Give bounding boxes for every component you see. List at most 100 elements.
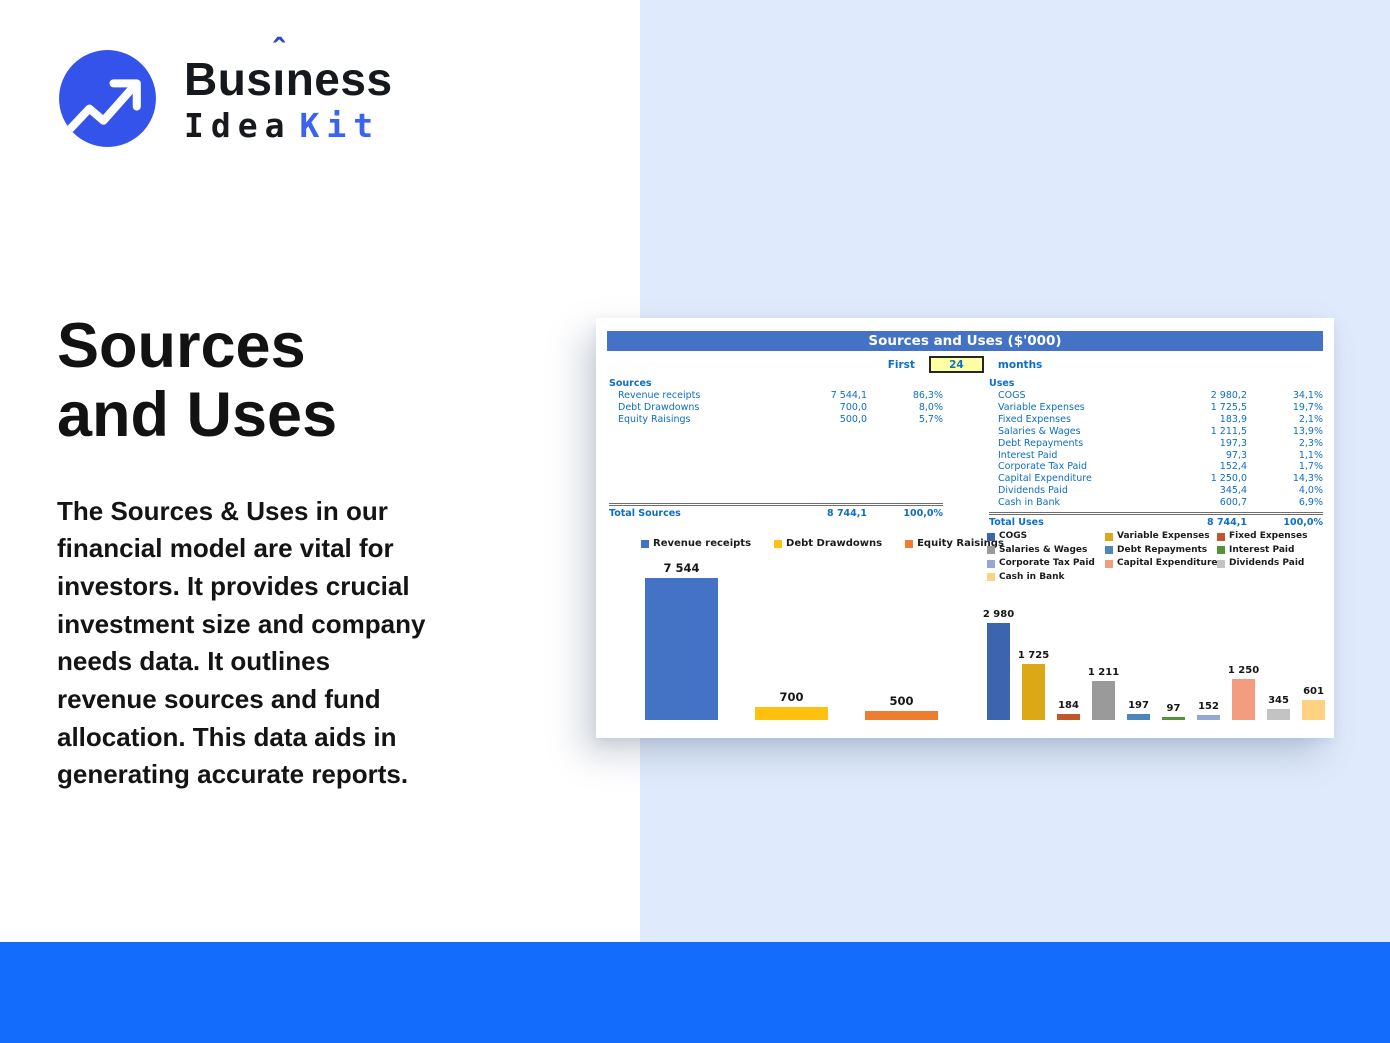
- uses-table-header: Uses: [989, 378, 1015, 389]
- period-prefix-label: First: [887, 358, 915, 371]
- legend-label: Corporate Tax Paid: [999, 558, 1095, 568]
- bar: [1162, 717, 1185, 720]
- table-row: Revenue receipts 7 544,1 86,3%: [618, 390, 943, 401]
- legend-swatch-icon: [1217, 546, 1225, 555]
- legend-label: Fixed Expenses: [1229, 531, 1308, 541]
- bar-value-label: 97: [1166, 703, 1181, 714]
- bar: [1197, 715, 1220, 720]
- bottom-blue-bar: [0, 942, 1390, 1043]
- sources-chart-bars: 7 544 700 500: [645, 549, 938, 720]
- sources-uses-tables: Sources Revenue receipts 7 544,1 86,3% Debt…: [609, 377, 1323, 528]
- bar-value-label: 1 250: [1227, 665, 1260, 676]
- period-selector-row: First 24 months: [596, 356, 1334, 373]
- period-value: 24: [949, 358, 964, 371]
- total-sources-row: Total Sources 8 744,1 100,0%: [609, 503, 943, 520]
- legend-item: Dividends Paid: [1217, 557, 1325, 571]
- spreadsheet-screenshot-panel: Sources and Uses ($'000) First 24 months…: [596, 318, 1334, 738]
- legend-swatch-icon: [774, 539, 783, 548]
- table-row: Interest Paid 97,3 1,1%: [998, 449, 1323, 461]
- bar-value-label: 7 544: [663, 561, 700, 575]
- legend-label: Equity Raisings: [917, 538, 1004, 549]
- bar-value-label: 152: [1198, 701, 1219, 712]
- sheet-title-bar: Sources and Uses ($'000): [607, 331, 1323, 351]
- legend-label: Revenue receipts: [653, 538, 752, 549]
- trend-up-chart-icon: [55, 46, 160, 151]
- legend-label: Interest Paid: [1229, 544, 1295, 555]
- legend-swatch-icon: [1105, 532, 1113, 541]
- bar-cell: 184: [1057, 700, 1080, 720]
- legend-label: COGS: [999, 531, 1028, 541]
- bar-cell: 7 544: [645, 561, 718, 720]
- table-row: Debt Drawdowns 700,0 8,0%: [618, 401, 943, 413]
- legend-item: Debt Drawdowns: [774, 538, 882, 549]
- sources-table: Sources Revenue receipts 7 544,1 86,3% Debt…: [609, 377, 943, 520]
- bar-value-label: 700: [779, 690, 804, 704]
- sources-table-rows: Revenue receipts 7 544,1 86,3% Debt Drawdow…: [609, 390, 943, 426]
- table-row: Cash in Bank 600,7 6,9%: [998, 497, 1323, 509]
- bar-value-label: 601: [1303, 686, 1324, 697]
- bar-cell: 1 725: [1018, 650, 1049, 720]
- sources-chart-legend: Revenue receipts Debt Drawdowns Equity Rai…: [641, 538, 1004, 549]
- bar: [1267, 709, 1290, 720]
- legend-swatch-icon: [1217, 559, 1225, 568]
- table-row: Dividends Paid 345,4 4,0%: [998, 485, 1323, 497]
- table-row: COGS 2 980,2 34,1%: [998, 390, 1323, 401]
- bar-cell: 2 980: [983, 609, 1014, 720]
- legend-item: Cash in Bank: [987, 571, 1105, 585]
- brand-word-business: Busı ˆ ness: [184, 33, 393, 105]
- bar: [987, 623, 1010, 720]
- period-suffix-label: months: [997, 358, 1043, 371]
- bar: [865, 711, 938, 720]
- legend-swatch-icon: [1105, 546, 1113, 555]
- period-input-cell[interactable]: 24: [928, 356, 984, 373]
- bar: [645, 578, 718, 720]
- bar: [1092, 681, 1115, 720]
- sources-bar-chart: Revenue receipts Debt Drawdowns Equity Rai…: [625, 530, 1004, 720]
- bar: [1022, 664, 1045, 720]
- bar-value-label: 197: [1128, 700, 1149, 711]
- brand-word-idea-kit: Idea Kit: [184, 105, 381, 145]
- legend-label: Capital Expenditure: [1117, 558, 1218, 568]
- bar-cell: 1 250: [1228, 665, 1259, 720]
- bar-value-label: 2 980: [982, 609, 1015, 620]
- bar-value-label: 1 725: [1017, 650, 1050, 661]
- bar-cell: 97: [1162, 703, 1185, 720]
- bar-cell: 1 211: [1088, 667, 1119, 720]
- bar: [1057, 714, 1080, 720]
- legend-swatch-icon: [987, 546, 995, 555]
- bar: [1127, 714, 1150, 720]
- bar-cell: 152: [1197, 701, 1220, 720]
- hero-section: Sources and Uses The Sources & Uses in o…: [57, 311, 527, 794]
- bar-value-label: 345: [1268, 695, 1289, 706]
- page-description: The Sources & Uses in our financial mode…: [57, 495, 426, 790]
- uses-bar-chart: COGS Variable Expenses Fixed Expenses Salar…: [983, 530, 1325, 720]
- legend-item: COGS: [987, 530, 1105, 544]
- legend-item: Variable Expenses: [1105, 530, 1217, 544]
- legend-label: Debt Repayments: [1117, 544, 1208, 555]
- total-uses-row: Total Uses 8 744,1 100,0%: [989, 512, 1323, 529]
- legend-swatch-icon: [641, 539, 649, 548]
- bar-cell: 601: [1302, 686, 1325, 720]
- legend-label: Variable Expenses: [1117, 531, 1210, 541]
- table-row: Capital Expenditure 1 250,0 14,3%: [998, 473, 1323, 485]
- legend-item: Capital Expenditure: [1105, 557, 1218, 571]
- bar-cell: 700: [755, 690, 828, 720]
- legend-swatch-icon: [1105, 559, 1113, 568]
- page-title: Sources and Uses: [57, 311, 338, 451]
- uses-chart-legend: COGS Variable Expenses Fixed Expenses Salar…: [987, 530, 1325, 584]
- table-row: Debt Repayments 197,3 2,3%: [998, 437, 1323, 449]
- brand-logo[interactable]: Busı ˆ ness Idea Kit: [55, 33, 393, 151]
- bar-cell: 500: [865, 694, 938, 720]
- legend-item: Debt Repayments: [1105, 544, 1217, 558]
- legend-label: Debt Drawdowns: [786, 538, 883, 549]
- bar: [1232, 679, 1255, 720]
- bar-cell: 345: [1267, 695, 1290, 720]
- legend-label: Dividends Paid: [1229, 558, 1305, 568]
- brand-logo-text: Busı ˆ ness Idea Kit: [184, 33, 393, 145]
- bar-cell: 197: [1127, 700, 1150, 720]
- legend-label: Cash in Bank: [999, 571, 1065, 582]
- legend-item: Interest Paid: [1217, 544, 1325, 558]
- bar-value-label: 1 211: [1087, 667, 1120, 678]
- legend-swatch-icon: [1217, 532, 1225, 541]
- legend-item: Corporate Tax Paid: [987, 557, 1105, 571]
